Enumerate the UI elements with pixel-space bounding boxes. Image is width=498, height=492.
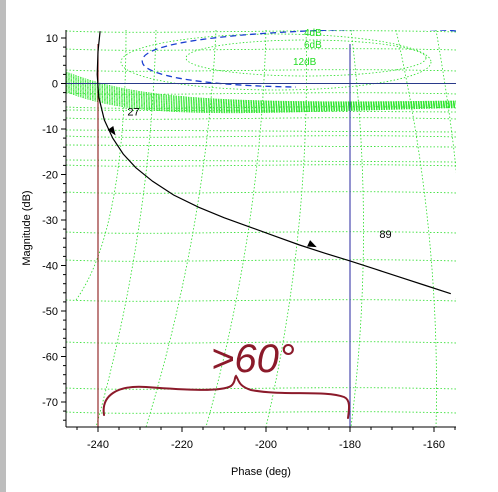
x-tick-label: -180 <box>339 439 361 451</box>
grid-contour <box>66 117 456 120</box>
x-ticks: -240 -220 -200 -180 -160 <box>76 427 456 451</box>
grid-band <box>66 87 456 111</box>
reference-lines <box>66 44 456 427</box>
grid-contour <box>66 341 456 344</box>
curve-arrow-head <box>107 125 116 136</box>
x-tick-label: -200 <box>255 439 277 451</box>
contour-label-12db: 12dB <box>293 57 317 68</box>
y-tick-label: -50 <box>42 306 58 318</box>
grid-contour <box>395 30 437 427</box>
handwritten-annotation: >60° <box>102 337 351 419</box>
y-tick-label: 10 <box>46 33 58 45</box>
x-tick-label: -220 <box>171 439 193 451</box>
y-ticks: 10 0 -10 -20 -30 -40 -50 -60 -70 <box>42 33 66 421</box>
curve-label-89: 89 <box>379 229 391 241</box>
grid-contour <box>66 231 456 234</box>
response-curve <box>96 31 451 295</box>
grid-band <box>66 88 456 112</box>
curve-labels: 27 89 <box>127 106 391 241</box>
axes <box>65 30 456 428</box>
grid-contour <box>66 135 456 138</box>
grid-contour <box>66 411 456 414</box>
nichols-chart: -240 -220 -200 -180 -160 10 0 -10 -20 -30 -40 -50 -… <box>21 28 456 478</box>
contour-labels: 4dB 6dB 12dB <box>293 28 322 68</box>
nichols-grid <box>66 30 456 427</box>
handwritten-brace <box>102 374 351 419</box>
grid-band <box>66 71 456 103</box>
y-tick-label: -30 <box>42 215 58 227</box>
y-tick-label: -10 <box>42 124 58 136</box>
curve-arrow <box>107 125 116 136</box>
x-tick-label: -240 <box>87 439 109 451</box>
x-axis-label: Phase (deg) <box>231 466 291 478</box>
y-tick-label: -60 <box>42 352 58 364</box>
grid-contour <box>66 299 456 302</box>
contour-label-6db: 6dB <box>304 40 322 51</box>
y-tick-label: 0 <box>52 79 58 91</box>
grid-contour <box>66 69 456 72</box>
grid-contour <box>145 30 217 427</box>
response-curve-layer <box>96 31 451 295</box>
contour-label-4db: 4dB <box>304 28 322 39</box>
grid-band <box>66 85 456 110</box>
y-tick-label: -20 <box>42 170 58 182</box>
grid-band <box>66 76 456 105</box>
grid-contour <box>66 387 456 390</box>
grid-band <box>66 84 456 110</box>
grid-band <box>66 83 456 109</box>
grid-band <box>66 89 456 113</box>
grid-band <box>66 80 456 107</box>
y-axis-label: Magnitude (dB) <box>21 190 33 265</box>
grid-band <box>66 79 456 107</box>
grid-band <box>66 74 456 104</box>
grid-contour-highlight <box>141 30 456 88</box>
grid-contour <box>185 39 427 77</box>
grid-contour <box>66 191 456 194</box>
grid-contour <box>75 30 127 301</box>
x-tick-label: -160 <box>423 439 445 451</box>
annotation-text: >60° <box>211 337 295 381</box>
grid-contour <box>66 164 456 167</box>
grid-contour <box>66 92 456 95</box>
grid-band <box>66 75 456 105</box>
grid-contour <box>66 48 456 51</box>
curve-arrow-head <box>307 240 317 248</box>
curve-arrow <box>307 240 317 248</box>
grid-band <box>66 81 456 108</box>
y-tick-label: -40 <box>42 261 58 273</box>
grid-band <box>66 78 456 106</box>
grid-band <box>66 91 456 114</box>
grid-contour <box>66 259 456 262</box>
grid-contour <box>435 30 456 300</box>
grid-contour <box>120 33 432 91</box>
curve-label-27: 27 <box>127 106 139 118</box>
y-tick-label: -70 <box>42 397 58 409</box>
